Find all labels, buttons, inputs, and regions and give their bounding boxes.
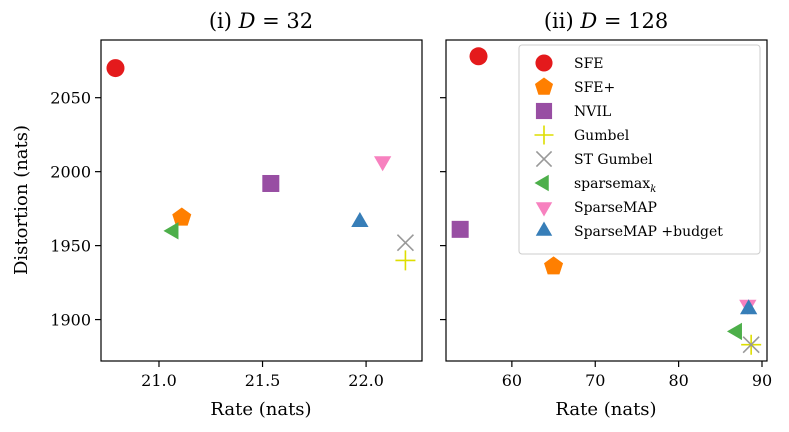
legend-label-sfe-plus: SFE+ (574, 80, 615, 96)
legend-marker-st-gumbel (535, 150, 553, 168)
panel-ii-title: (ii) D = 128 (544, 9, 668, 33)
marker-st-gumbel (742, 336, 760, 354)
y-tick-label: 2000 (50, 163, 91, 182)
panel-ii-frame (445, 39, 768, 362)
panel-ii-x-label: Rate (nats) (555, 399, 656, 420)
marker-nvil (262, 174, 280, 192)
legend-label-sparsemap-budget: SparseMAP +budget (574, 224, 723, 240)
legend-marker-sparsemap-budget (535, 221, 553, 236)
y-tick-label: 2050 (50, 89, 91, 108)
y-tick-label: 1950 (50, 237, 91, 256)
x-tick-label: 22.0 (348, 371, 384, 390)
panel-i-y-axis: 1900 1950 2000 2050 (50, 89, 101, 330)
legend-marker-sparsemap (535, 202, 553, 217)
legend-marker-nvil (535, 102, 553, 120)
x-tick-label: 21.5 (245, 371, 281, 390)
y-tick-label: 1900 (50, 311, 91, 330)
marker-gumbel (395, 250, 416, 271)
panel-i-y-label: Distortion (nats) (11, 125, 32, 275)
panel-i-title: (i) D = 32 (209, 9, 313, 33)
legend-label-nvil: NVIL (574, 104, 611, 120)
legend-frame (518, 44, 761, 255)
panel-ii-y-axis (440, 97, 446, 321)
legend-marker-gumbel (534, 125, 554, 145)
marker-nvil (451, 220, 469, 238)
marker-sparsemap-budget (740, 299, 758, 315)
panel-ii-x-axis: 60 70 80 90 (502, 361, 772, 390)
marker-sfe-plus (172, 207, 192, 226)
panel-i-x-axis: 21.0 21.5 22.0 (141, 361, 384, 390)
panel-ii-markers (451, 47, 762, 355)
x-tick-label: 21.0 (141, 371, 177, 390)
marker-sparsemax-k (163, 222, 179, 240)
legend-label-sparsemax-k: sparsemaxk (574, 176, 656, 195)
panel-i: (i) D = 32 1900 1950 2000 2050 21.0 21.5 22.0… (11, 9, 423, 420)
marker-sfe (469, 47, 488, 66)
legend-label-sparsemap: SparseMAP (574, 200, 657, 216)
x-tick-label: 70 (585, 371, 605, 390)
panel-ii: (ii) D = 128 60 70 80 90 Rate (nats) (440, 9, 772, 420)
marker-sfe (106, 59, 125, 78)
legend-label-st-gumbel: ST Gumbel (574, 152, 653, 168)
legend-label-gumbel: Gumbel (574, 128, 630, 144)
panel-i-markers (106, 59, 416, 271)
x-tick-label: 90 (752, 371, 772, 390)
marker-sparsemax-k (726, 322, 742, 341)
legend-marker-sfe (535, 54, 553, 72)
marker-st-gumbel (396, 234, 414, 252)
legend-marker-sfe-plus (534, 77, 554, 95)
x-tick-label: 80 (668, 371, 688, 390)
marker-sparsemap (373, 156, 392, 172)
legend: SFE SFE+ NVIL Gumbel ST Gumbel sparsemaxk Spar… (518, 44, 761, 255)
legend-label-sfe: SFE (574, 56, 604, 72)
panel-i-frame (100, 39, 423, 362)
marker-sfe-plus (544, 256, 564, 275)
legend-marker-sparsemax-k (534, 174, 549, 192)
panel-i-x-label: Rate (nats) (210, 399, 311, 420)
x-tick-label: 60 (502, 371, 522, 390)
marker-sparsemap-budget (351, 211, 369, 227)
